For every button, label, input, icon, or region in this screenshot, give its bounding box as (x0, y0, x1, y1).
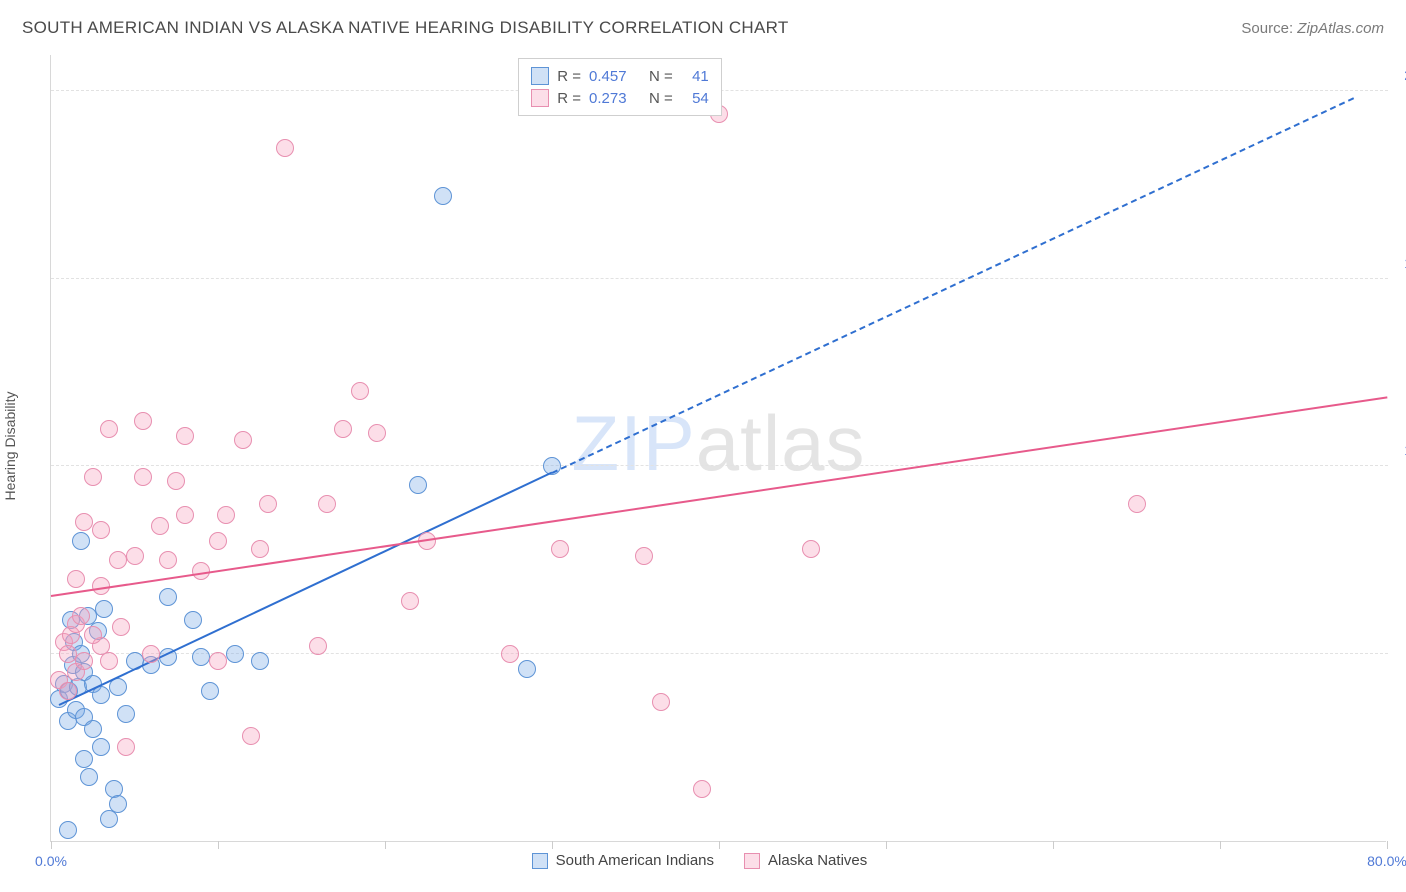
legend-swatch (744, 853, 760, 869)
data-point-an (117, 738, 135, 756)
data-point-an (635, 547, 653, 565)
legend-row-an: R =0.273N =54 (531, 87, 709, 109)
data-point-an (112, 618, 130, 636)
x-tick (51, 841, 52, 849)
data-point-an (176, 506, 194, 524)
data-point-an (67, 570, 85, 588)
data-point-an (334, 420, 352, 438)
data-point-an (134, 468, 152, 486)
scatter-plot-area: ZIPatlas 5.0%10.0%15.0%20.0%0.0%80.0%R =… (50, 55, 1386, 842)
data-point-an (234, 431, 252, 449)
series-legend: South American Indians Alaska Natives (532, 852, 868, 869)
trend-line (51, 397, 1387, 598)
legend-swatch (532, 853, 548, 869)
data-point-sai (80, 768, 98, 786)
data-point-an (176, 427, 194, 445)
x-tick-label: 80.0% (1367, 853, 1406, 869)
legend-swatch (531, 67, 549, 85)
data-point-sai (184, 611, 202, 629)
data-point-sai (72, 532, 90, 550)
data-point-an (259, 495, 277, 513)
data-point-an (75, 652, 93, 670)
data-point-an (75, 513, 93, 531)
gridline (51, 653, 1388, 654)
data-point-an (126, 547, 144, 565)
gridline (51, 278, 1388, 279)
data-point-an (501, 645, 519, 663)
data-point-sai (518, 660, 536, 678)
data-point-an (802, 540, 820, 558)
data-point-an (309, 637, 327, 655)
data-point-sai (201, 682, 219, 700)
data-point-an (72, 607, 90, 625)
x-tick (385, 841, 386, 849)
data-point-an (276, 139, 294, 157)
data-point-an (242, 727, 260, 745)
x-tick (1220, 841, 1221, 849)
x-tick (1053, 841, 1054, 849)
data-point-an (59, 645, 77, 663)
data-point-an (92, 521, 110, 539)
data-point-sai (92, 738, 110, 756)
gridline (51, 465, 1388, 466)
data-point-an (59, 682, 77, 700)
correlation-legend: R =0.457N =41R =0.273N =54 (518, 58, 722, 116)
legend-item-an: Alaska Natives (744, 852, 867, 869)
source-label: Source: ZipAtlas.com (1241, 20, 1384, 37)
data-point-an (351, 382, 369, 400)
data-point-an (84, 468, 102, 486)
chart-title: SOUTH AMERICAN INDIAN VS ALASKA NATIVE H… (22, 18, 789, 38)
data-point-an (217, 506, 235, 524)
legend-item-sai: South American Indians (532, 852, 714, 869)
data-point-an (134, 412, 152, 430)
data-point-an (109, 551, 127, 569)
data-point-an (368, 424, 386, 442)
data-point-an (318, 495, 336, 513)
legend-row-sai: R =0.457N =41 (531, 65, 709, 87)
data-point-an (100, 420, 118, 438)
data-point-an (1128, 495, 1146, 513)
data-point-an (251, 540, 269, 558)
data-point-sai (159, 588, 177, 606)
data-point-sai (59, 821, 77, 839)
legend-swatch (531, 89, 549, 107)
data-point-sai (95, 600, 113, 618)
data-point-an (142, 645, 160, 663)
data-point-an (159, 551, 177, 569)
data-point-an (401, 592, 419, 610)
data-point-an (84, 626, 102, 644)
data-point-sai (409, 476, 427, 494)
data-point-an (209, 532, 227, 550)
x-tick-label: 0.0% (35, 853, 67, 869)
data-point-an (209, 652, 227, 670)
data-point-sai (117, 705, 135, 723)
x-tick (218, 841, 219, 849)
data-point-an (693, 780, 711, 798)
data-point-sai (434, 187, 452, 205)
y-axis-label: Hearing Disability (2, 392, 18, 501)
data-point-sai (192, 648, 210, 666)
data-point-sai (251, 652, 269, 670)
x-tick (552, 841, 553, 849)
trend-line (552, 97, 1354, 474)
x-tick (886, 841, 887, 849)
data-point-sai (226, 645, 244, 663)
data-point-an (100, 652, 118, 670)
data-point-sai (109, 795, 127, 813)
data-point-an (652, 693, 670, 711)
x-tick (719, 841, 720, 849)
data-point-an (551, 540, 569, 558)
data-point-sai (75, 750, 93, 768)
trend-line (59, 472, 552, 706)
data-point-sai (84, 720, 102, 738)
data-point-an (151, 517, 169, 535)
x-tick (1387, 841, 1388, 849)
data-point-an (167, 472, 185, 490)
